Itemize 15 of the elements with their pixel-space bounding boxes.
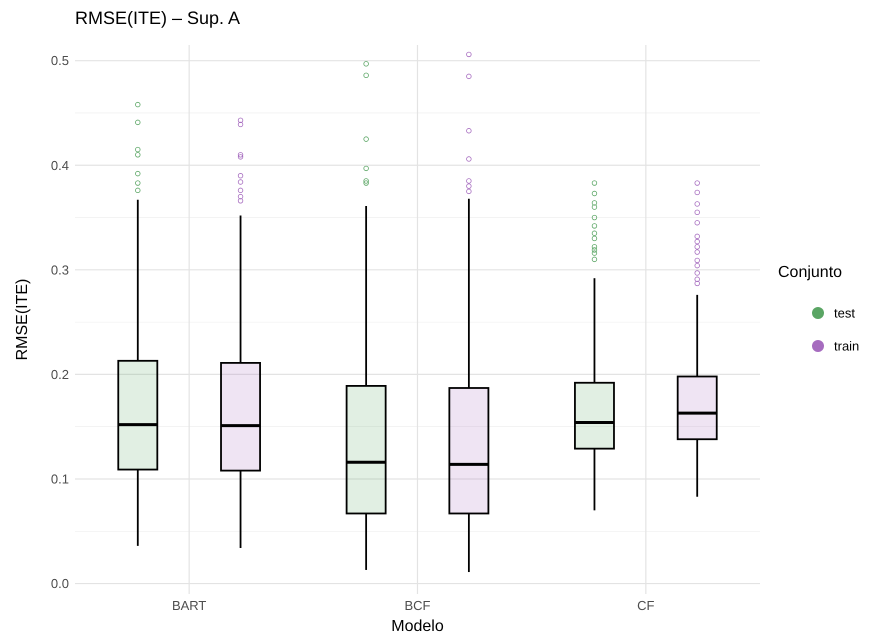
x-tick-label: CF: [637, 598, 655, 613]
y-tick-label: 0.2: [50, 366, 69, 382]
chart-title: RMSE(ITE) – Sup. A: [75, 8, 240, 28]
x-tick-label: BCF: [404, 598, 431, 613]
y-tick-label: 0.3: [50, 262, 69, 278]
legend-label: train: [834, 338, 860, 354]
x-axis-title: Modelo: [391, 618, 444, 635]
y-tick-label: 0.1: [50, 472, 69, 487]
x-tick-label: BART: [172, 598, 206, 613]
y-tick-label: 0.4: [50, 158, 69, 173]
legend-label: test: [834, 306, 856, 321]
y-axis-title: RMSE(ITE): [14, 278, 31, 360]
y-tick-label: 0.0: [50, 576, 69, 592]
y-tick-label: 0.5: [50, 53, 69, 68]
legend-title: Conjunto: [778, 264, 842, 281]
